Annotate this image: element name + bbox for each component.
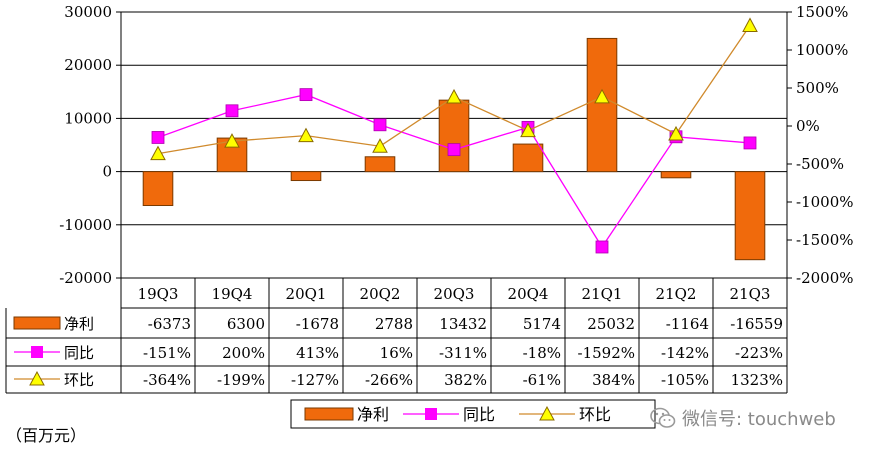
legend-label-yoy: 同比 (463, 405, 495, 424)
net-profit-cell-21Q2: -1164 (666, 315, 709, 333)
bar-21Q1 (586, 37, 618, 173)
qoq-point-19Q3 (150, 145, 166, 161)
yoy-point-20Q3 (447, 143, 461, 157)
legend-key-yoy (425, 408, 437, 420)
net-profit-cell-20Q3: 13432 (439, 315, 487, 333)
net-profit-cell-21Q1: 25032 (587, 315, 635, 333)
qoq-cell-20Q4: -61% (523, 371, 561, 389)
legend-key-qoq (539, 405, 555, 421)
qoq-point-20Q3 (446, 88, 462, 104)
yoy-cell-19Q3: -151% (143, 344, 191, 362)
category-label-20Q4: 20Q4 (508, 285, 549, 303)
qoq-cell-20Q1: -127% (291, 371, 339, 389)
net-profit-cell-19Q4: 6300 (227, 315, 265, 333)
net-profit-cell-20Q4: 5174 (523, 315, 561, 333)
qoq-point-19Q4 (224, 133, 240, 148)
net-profit-cell-21Q3: -16559 (730, 315, 783, 333)
yoy-point-21Q1 (595, 240, 609, 254)
qoq-cell-20Q2: -266% (365, 371, 413, 389)
right-axis-tick-label: -2000% (796, 269, 854, 287)
left-axis-tick-label: -20000 (59, 269, 112, 287)
right-axis-tick-label: 500% (796, 79, 839, 97)
yoy-point-20Q1 (299, 88, 313, 102)
unit-label: （百万元） (6, 426, 87, 445)
legend-label-net-profit: 净利 (357, 405, 389, 424)
left-axis-tick-label: 10000 (64, 109, 112, 127)
qoq-cell-19Q3: -364% (143, 371, 191, 389)
bar-20Q3 (438, 99, 470, 173)
qoq-cell-19Q4: -199% (217, 371, 265, 389)
wechat-icon (650, 407, 676, 428)
qoq-point-21Q1 (594, 88, 610, 104)
qoq-row-label: 环比 (64, 371, 94, 389)
category-label-19Q3: 19Q3 (138, 285, 179, 303)
qoq-point-20Q4 (520, 122, 536, 138)
right-axis-tick-label: 0% (796, 117, 820, 135)
qoq-point-20Q2 (372, 138, 388, 153)
bar-21Q2 (660, 171, 692, 179)
bar-20Q2 (364, 156, 396, 173)
right-axis-tick-label: -500% (796, 155, 844, 173)
left-axis-tick-label: 30000 (64, 3, 112, 21)
yoy-cell-19Q4: 200% (222, 344, 265, 362)
qoq-cell-21Q3: 1323% (731, 371, 783, 389)
yoy-point-19Q4 (225, 104, 239, 118)
yoy-point-19Q3 (151, 131, 165, 144)
yoy-point-21Q3 (743, 136, 757, 150)
category-label-20Q2: 20Q2 (360, 285, 401, 303)
net-profit-row-label: 净利 (64, 315, 94, 333)
plot-area (120, 11, 788, 279)
left-axis-tick-label: 0 (102, 163, 112, 181)
left-axis-tick-label: -10000 (59, 216, 112, 234)
category-label-20Q3: 20Q3 (434, 285, 475, 303)
right-axis-tick-label: -1500% (796, 231, 854, 249)
bar-19Q4 (216, 137, 248, 173)
qoq-point-20Q1 (298, 127, 314, 143)
right-axis-tick-label: 1500% (796, 3, 848, 21)
qoq-cell-21Q1: 384% (592, 371, 635, 389)
yoy-cell-21Q2: -142% (661, 344, 709, 362)
yoy-cell-20Q4: -18% (523, 344, 561, 362)
yoy-cell-21Q1: -1592% (578, 344, 636, 362)
qoq-point-21Q3 (742, 17, 758, 32)
yoy-cell-20Q1: 413% (296, 344, 339, 362)
right-axis-tick-label: -1000% (796, 193, 854, 211)
category-label-20Q1: 20Q1 (286, 285, 327, 303)
legend-key-net-profit (304, 407, 354, 421)
left-axis-tick-label: 20000 (64, 56, 112, 74)
yoy-cell-20Q2: 16% (380, 344, 413, 362)
watermark-text: 微信号: touchweb (682, 409, 836, 430)
net-profit-cell-19Q3: -6373 (148, 315, 191, 333)
bar-19Q3 (142, 171, 174, 207)
right-axis-tick-label: 1000% (796, 41, 848, 59)
watermark: 微信号: touchweb (650, 405, 836, 431)
category-label-21Q3: 21Q3 (730, 285, 771, 303)
yoy-point-20Q2 (373, 118, 387, 132)
qoq-point-21Q2 (668, 125, 684, 141)
qoq-cell-20Q3: 382% (444, 371, 487, 389)
legend-label-qoq: 环比 (579, 405, 611, 424)
category-label-21Q1: 21Q1 (582, 285, 623, 303)
yoy-cell-21Q3: -223% (735, 344, 783, 362)
yoy-row-label: 同比 (64, 344, 94, 362)
net-profit-key (13, 316, 61, 330)
yoy-cell-20Q3: -311% (439, 344, 487, 362)
category-label-21Q2: 21Q2 (656, 285, 697, 303)
net-profit-cell-20Q1: -1678 (296, 315, 339, 333)
category-label-19Q4: 19Q4 (212, 285, 253, 303)
bar-21Q3 (734, 171, 766, 261)
net-profit-cell-20Q2: 2788 (375, 315, 413, 333)
qoq-cell-21Q2: -105% (661, 371, 709, 389)
bar-20Q4 (512, 143, 544, 173)
qoq-key (29, 370, 45, 386)
bar-20Q1 (290, 171, 322, 182)
yoy-key (31, 346, 43, 358)
